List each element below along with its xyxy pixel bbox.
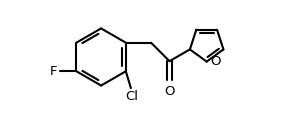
- Text: F: F: [50, 65, 57, 78]
- Text: O: O: [164, 85, 175, 98]
- Text: Cl: Cl: [125, 90, 138, 103]
- Text: O: O: [210, 55, 221, 68]
